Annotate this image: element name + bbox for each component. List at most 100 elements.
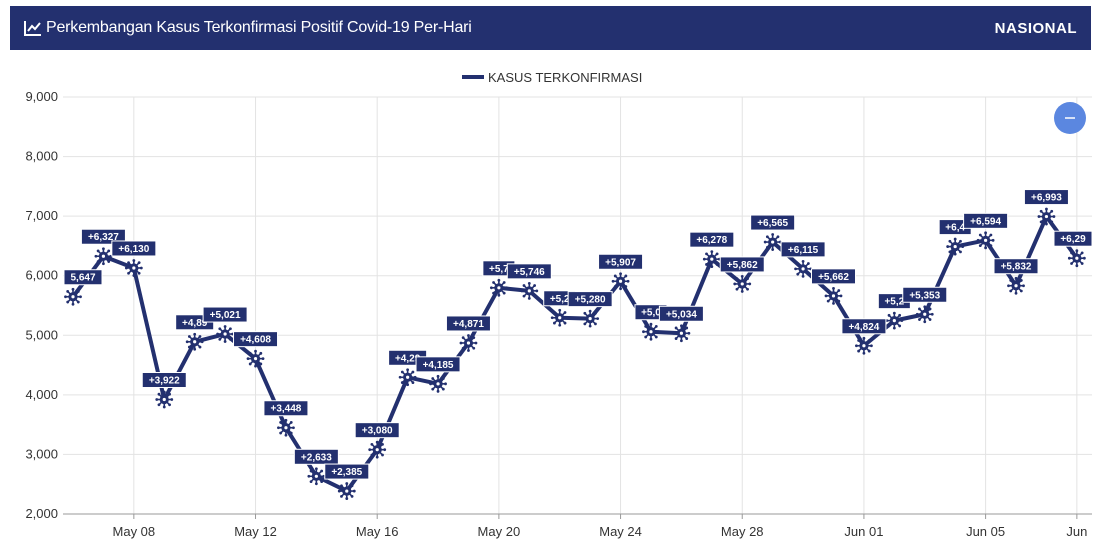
markers-group [64, 207, 1086, 500]
data-label-box [1023, 189, 1069, 206]
data-label: +5,832 [993, 258, 1039, 275]
data-label-text: +5,034 [666, 309, 697, 320]
virus-marker-icon [94, 247, 113, 266]
data-label-text: +4,89 [182, 318, 208, 329]
data-label-text: +6,594 [970, 216, 1001, 227]
data-label-text: +6,327 [88, 232, 119, 243]
data-label-box [719, 256, 765, 273]
data-label-box [841, 318, 887, 335]
virus-marker-icon [915, 305, 934, 324]
zoom-out-button[interactable] [1054, 102, 1086, 134]
data-label-box [811, 268, 856, 285]
chart-legend: KASUS TERKONFIRMASI [462, 70, 642, 85]
virus-marker-icon [246, 349, 265, 368]
data-label: +6,993 [1023, 189, 1069, 206]
virus-marker-icon [976, 231, 995, 250]
data-label: +3,080 [354, 422, 400, 439]
data-label-box [780, 241, 826, 258]
data-label-box [111, 240, 157, 257]
data-label: 5,647 [63, 269, 103, 286]
data-label-text: +5,2 [884, 297, 904, 308]
line-chart-icon [24, 20, 42, 36]
x-tick-label: May 24 [599, 524, 642, 539]
virus-marker-icon [885, 311, 904, 330]
data-label-box [324, 463, 370, 480]
data-label-text: +6,130 [118, 244, 149, 255]
data-label: +2,633 [293, 448, 339, 465]
region-label: NASIONAL [994, 19, 1077, 37]
data-label-text: +2,633 [301, 452, 332, 463]
data-label-text: +3,448 [271, 404, 302, 415]
data-label-text: +6,993 [1031, 193, 1062, 204]
data-label-text: +6,565 [757, 218, 788, 229]
y-tick-label: 7,000 [25, 208, 58, 223]
series-line [71, 214, 1079, 494]
virus-marker-icon [124, 259, 143, 277]
data-label: +5,034 [658, 305, 704, 322]
data-label-text: +5,2 [550, 294, 570, 305]
virus-marker-icon [672, 324, 691, 343]
virus-marker-icon [155, 390, 174, 409]
data-label-box [233, 331, 279, 348]
virus-marker-icon [398, 368, 417, 387]
data-label-box [141, 372, 187, 389]
virus-marker-icon [733, 275, 752, 293]
data-label: +6,565 [750, 214, 796, 231]
virus-marker-icon [429, 374, 447, 393]
data-label-text: +5,280 [575, 295, 606, 306]
x-tick-label: May 12 [234, 524, 277, 539]
data-label-box [263, 400, 309, 417]
data-label: +4,608 [233, 331, 279, 348]
x-tick-label: Jun [1066, 524, 1087, 539]
data-labels-group: 5,647 +6,327+6,130 +3,922 +4,89+5,021 +4,608… [63, 189, 1093, 480]
virus-marker-icon [550, 308, 569, 327]
virus-marker-icon [611, 272, 630, 291]
virus-marker-icon [1007, 276, 1025, 295]
data-label: +5,862 [719, 256, 765, 273]
data-label-box [63, 269, 103, 286]
virus-marker-icon [520, 281, 539, 300]
data-label-box [445, 315, 491, 332]
data-label-box [354, 422, 400, 439]
virus-marker-icon [642, 322, 660, 341]
virus-marker-icon [794, 259, 812, 278]
data-label-text: +3,922 [149, 376, 180, 387]
data-label-box [598, 253, 644, 270]
data-label-text: +4,608 [240, 335, 271, 346]
y-tick-label: 6,000 [25, 268, 58, 283]
x-tick-label: May 08 [113, 524, 156, 539]
virus-marker-icon [824, 286, 843, 305]
data-label-box [963, 212, 1009, 229]
data-label: +6,115 [780, 241, 826, 258]
chart-grid [63, 96, 1092, 515]
virus-marker-icon [1037, 207, 1056, 226]
data-label-text: +6,29 [1060, 234, 1086, 245]
data-label: +3,922 [141, 372, 187, 389]
virus-marker-icon [368, 440, 387, 459]
data-label-text: +5,832 [1001, 262, 1032, 273]
y-tick-label: 4,000 [25, 387, 58, 402]
data-label-text: +3,080 [362, 426, 393, 437]
data-label-box [567, 291, 613, 308]
data-label-text: +2,385 [331, 467, 362, 478]
data-label-box [658, 305, 704, 322]
legend-label: KASUS TERKONFIRMASI [488, 70, 642, 85]
data-label: +4,871 [445, 315, 491, 332]
data-label-text: +4,29 [395, 353, 421, 364]
virus-marker-icon [1067, 249, 1086, 268]
data-label-text: +5,862 [727, 260, 758, 271]
series-line-group [71, 214, 1079, 494]
data-label-text: +4,871 [453, 319, 484, 330]
virus-marker-icon [185, 332, 204, 351]
virus-marker-icon [337, 482, 356, 500]
data-label-text: +5,0 [641, 308, 661, 319]
data-label: +6,130 [111, 240, 157, 257]
y-tick-label: 3,000 [25, 446, 58, 461]
data-label-text: +4,824 [848, 322, 879, 333]
data-label-text: +5,021 [210, 310, 241, 321]
x-tick-label: Jun 05 [966, 524, 1005, 539]
virus-marker-icon [702, 250, 721, 269]
data-label-text: +5,662 [818, 272, 849, 283]
y-tick-label: 9,000 [25, 89, 58, 104]
virus-marker-icon [277, 418, 295, 437]
